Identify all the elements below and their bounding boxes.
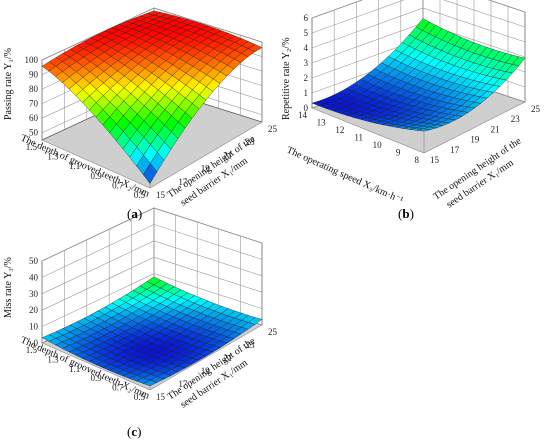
panel-c-ztick: 30 (29, 289, 39, 299)
panel-c-xtick: 17 (178, 379, 188, 389)
panel-b-xtick: 25 (531, 104, 541, 114)
panel-a-xtick: 15 (156, 190, 166, 200)
panel-a-surface-cell (143, 163, 158, 184)
panel-b-xtick: 17 (450, 145, 460, 155)
panel-b-ztick: 1 (304, 88, 309, 98)
chart-panel-a: 50 60 70 80 90 100 15 17 19 21 23 25 0.5 0.7 0.9 1.1 1.3… (3, 7, 278, 208)
chart-panel-c: 0 10 20 30 40 50 15 17 19 21 23 25 0.5 0.7 0.9 1.1 1.3 1.… (3, 207, 278, 410)
panel-b-ztick: 2 (304, 73, 309, 83)
panel-a-xtick: 17 (178, 177, 188, 187)
panel-c-ztick: 40 (29, 272, 39, 282)
panel-label-c: (c) (127, 424, 141, 439)
panel-c-ytick: 0.5 (134, 392, 146, 402)
panel-b-ytick: 11 (354, 133, 363, 143)
panel-a-ytick: 0.7 (112, 180, 124, 190)
panel-b-ztick: 0 (304, 103, 309, 113)
panel-c-zlabel: Miss rate Y₃/% (3, 257, 14, 318)
panel-a-ztick: 100 (25, 55, 39, 65)
panel-c-xtick: 19 (201, 366, 211, 376)
panel-b-ztick: 3 (304, 58, 309, 68)
panel-c-ticks: 0 10 20 30 40 50 15 17 19 21 23 25 0.5 0.7 0.9 1.1 1.3 1.… (26, 256, 278, 402)
panel-b-ytick: 13 (317, 118, 327, 128)
panel-label-a: (a) (127, 206, 142, 221)
panel-a-surface (41, 10, 263, 184)
panel-a-ytick: 0.9 (91, 171, 103, 181)
panel-b-ylabel: The operating speed X₃/km·h⁻¹ (285, 145, 405, 206)
panel-c-ztick: 50 (29, 256, 39, 266)
panel-c-ytick: 1.5 (26, 345, 38, 355)
panel-b-xtick: 15 (430, 155, 440, 165)
panel-a-zlabel: Passing rate Y₁/% (3, 48, 14, 120)
panel-b-zlabel: Repetitive rate Y₂/% (281, 37, 292, 120)
panel-b-ytick: 12 (335, 125, 344, 135)
panel-a-ztick: 70 (29, 99, 39, 109)
panel-a-xtick: 25 (268, 124, 278, 134)
panel-a-ztick: 90 (29, 70, 39, 80)
panel-c-xtick: 21 (223, 353, 232, 363)
panel-b-ytick: 10 (373, 140, 383, 150)
panel-c-ytick: 0.9 (91, 373, 103, 383)
panel-a-ytick: 1.1 (69, 161, 80, 171)
panel-b-ytick: 9 (396, 148, 401, 158)
panel-a-ytick: 0.5 (134, 190, 146, 200)
panel-c-xtick: 15 (156, 392, 166, 402)
panel-c-ztick: 20 (29, 305, 39, 315)
panel-c-surface (41, 276, 263, 387)
panel-b-ztick: 4 (304, 43, 309, 53)
panel-b-ztick: 5 (304, 28, 309, 38)
panel-c-ytick: 0.7 (112, 383, 124, 393)
panel-b-surface-cell (416, 128, 431, 132)
panel-a-xtick: 19 (201, 164, 211, 174)
panel-c-ytick: 1.1 (69, 364, 80, 374)
panel-b-xtick: 19 (470, 135, 480, 145)
panel-c-ztick: 10 (29, 322, 39, 332)
panel-c-xtick: 23 (246, 340, 256, 350)
panel-c-ztick: 0 (34, 338, 39, 348)
panel-a-xtick: 21 (223, 150, 232, 160)
panel-b-ytick: 8 (415, 155, 420, 165)
panel-c-surface-cell (142, 380, 158, 387)
panel-b-surface (311, 18, 526, 132)
panel-a-ytick: 1.5 (26, 142, 38, 152)
panel-b-xtick: 23 (511, 114, 521, 124)
panel-c-xtick: 25 (268, 327, 278, 337)
panel-a-ztick: 80 (29, 84, 39, 94)
panel-c-ytick: 1.3 (47, 354, 59, 364)
panel-b-ytick: 14 (298, 110, 308, 120)
panel-label-b: (b) (398, 206, 414, 221)
panel-a-ticks: 50 60 70 80 90 100 15 17 19 21 23 25 0.5 0.7 0.9 1.1 1.3… (25, 55, 278, 200)
panel-b-xtick: 21 (491, 124, 500, 134)
panel-a-ztick: 50 (29, 128, 39, 138)
panel-a-xtick: 23 (246, 137, 256, 147)
panel-a-ytick: 1.3 (47, 152, 59, 162)
panel-b-ztick: 6 (304, 13, 309, 23)
panel-a-ztick: 60 (29, 113, 39, 123)
